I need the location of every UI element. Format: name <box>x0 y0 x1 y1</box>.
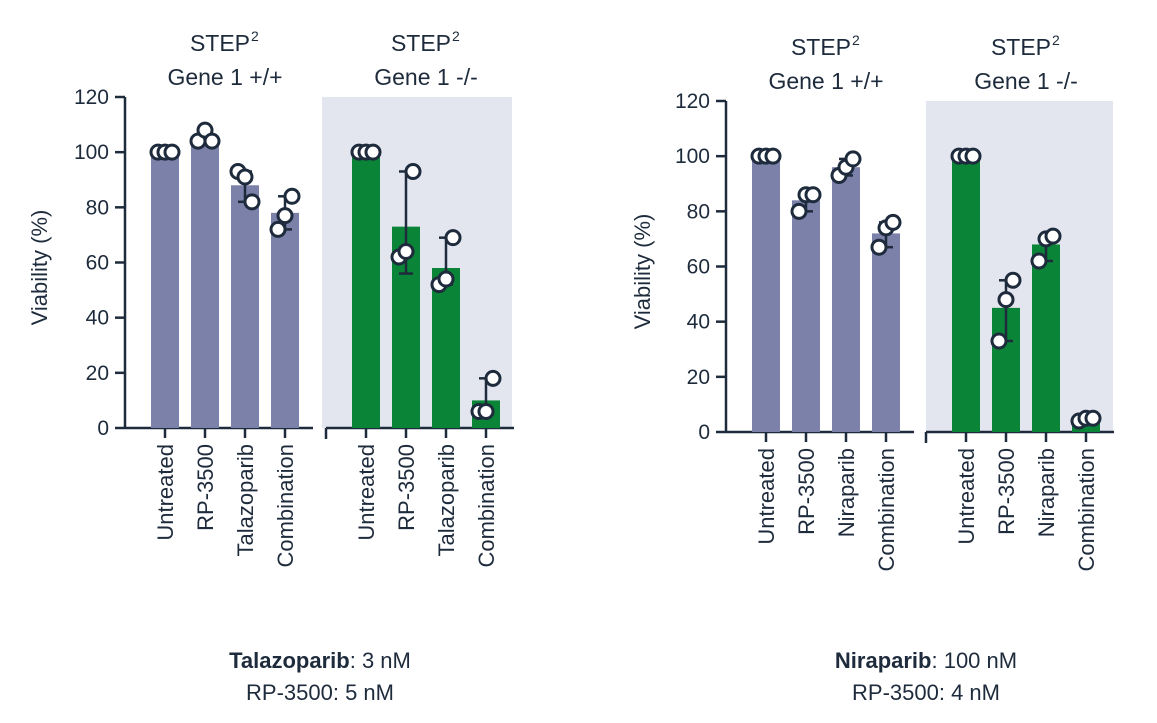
data-point <box>1084 409 1102 427</box>
y-tick-label: 60 <box>86 252 109 275</box>
group-title-genotype: Gene 1 -/- <box>974 68 1078 94</box>
bar <box>792 200 820 432</box>
x-tick-label: Combination <box>874 448 899 572</box>
bar <box>352 152 380 428</box>
x-tick-label: Untreated <box>754 448 779 545</box>
data-point <box>397 242 415 260</box>
group-title-step: STEP <box>991 34 1051 60</box>
x-tick-label: Talazoparib <box>233 444 258 557</box>
data-point <box>844 150 862 168</box>
bar <box>191 138 219 428</box>
data-point <box>884 213 902 231</box>
x-tick-label: Combination <box>273 444 298 568</box>
data-point <box>364 143 382 161</box>
data-point <box>203 132 221 150</box>
y-tick-label: 80 <box>86 196 109 219</box>
caption-drug-dose: : 100 nM <box>931 648 1018 673</box>
y-tick-label: 120 <box>675 90 710 113</box>
x-tick-label: Combination <box>1074 448 1099 572</box>
caption-line-1: Talazoparib: 3 nM <box>140 645 500 677</box>
x-tick-label: Untreated <box>354 444 379 541</box>
group-title-genotype: Gene 1 +/+ <box>167 64 282 90</box>
bar <box>832 167 860 432</box>
x-tick-label: RP-3500 <box>794 448 819 535</box>
y-tick-label: 120 <box>74 86 109 109</box>
data-point <box>1004 271 1022 289</box>
x-tick-label: RP-3500 <box>394 444 419 531</box>
data-point <box>236 168 254 186</box>
caption-drug-dose: : 3 nM <box>349 648 411 673</box>
data-point <box>163 143 181 161</box>
caption-line-2: RP-3500: 5 nM <box>246 680 394 705</box>
data-point <box>990 332 1008 350</box>
data-point <box>484 369 502 387</box>
bar <box>752 156 780 432</box>
bar <box>151 152 179 428</box>
group-title-step: STEP <box>791 34 851 60</box>
data-point <box>283 187 301 205</box>
data-point <box>437 270 455 288</box>
data-point <box>764 147 782 165</box>
data-point <box>997 291 1015 309</box>
y-axis-label: Viability (%) <box>630 214 655 330</box>
caption-line-1: Niraparib: 100 nM <box>746 645 1106 677</box>
x-tick-label: Combination <box>474 444 499 568</box>
group-title-superscript: 2 <box>1052 32 1060 48</box>
y-tick-label: 100 <box>74 141 109 164</box>
data-point <box>404 162 422 180</box>
talazoparib-caption: Talazoparib: 3 nM RP-3500: 5 nM <box>140 645 500 709</box>
bar <box>1032 244 1060 432</box>
caption-line-2: RP-3500: 4 nM <box>852 680 1000 705</box>
y-tick-label: 0 <box>698 421 710 444</box>
bar <box>432 268 460 428</box>
group-title-superscript: 2 <box>852 32 860 48</box>
caption-drug-name: Niraparib <box>834 648 932 673</box>
data-point <box>444 229 462 247</box>
data-point <box>477 402 495 420</box>
data-point <box>276 207 294 225</box>
x-tick-label: Untreated <box>153 444 178 541</box>
group-title-genotype: Gene 1 -/- <box>374 64 478 90</box>
y-tick-label: 100 <box>675 145 710 168</box>
group-title-superscript: 2 <box>251 28 259 44</box>
y-tick-label: 60 <box>687 256 710 279</box>
x-tick-label: Niraparib <box>834 448 859 537</box>
data-point <box>269 220 287 238</box>
x-tick-label: Untreated <box>954 448 979 545</box>
x-tick-label: Talazoparib <box>434 444 459 557</box>
data-point <box>964 147 982 165</box>
group-title-superscript: 2 <box>452 28 460 44</box>
data-point <box>804 186 822 204</box>
y-tick-label: 20 <box>687 366 710 389</box>
y-tick-label: 0 <box>97 417 109 440</box>
data-point <box>243 193 261 211</box>
y-tick-label: 80 <box>687 200 710 223</box>
bar <box>952 156 980 432</box>
x-tick-label: RP-3500 <box>193 444 218 531</box>
y-tick-label: 20 <box>86 362 109 385</box>
bar <box>231 185 259 428</box>
group-title-step: STEP <box>190 30 250 56</box>
group-title-genotype: Gene 1 +/+ <box>768 68 883 94</box>
y-tick-label: 40 <box>687 311 710 334</box>
niraparib-caption: Niraparib: 100 nM RP-3500: 4 nM <box>746 645 1106 709</box>
x-tick-label: Niraparib <box>1034 448 1059 537</box>
y-tick-label: 40 <box>86 307 109 330</box>
data-point <box>1030 252 1048 270</box>
group-title-step: STEP <box>391 30 451 56</box>
data-point <box>870 238 888 256</box>
caption-drug-name: Talazoparib <box>229 648 350 673</box>
bar <box>271 212 299 428</box>
y-axis-label: Viability (%) <box>27 210 52 326</box>
data-point <box>790 202 808 220</box>
bar <box>872 233 900 432</box>
data-point <box>1044 227 1062 245</box>
x-tick-label: RP-3500 <box>994 448 1019 535</box>
